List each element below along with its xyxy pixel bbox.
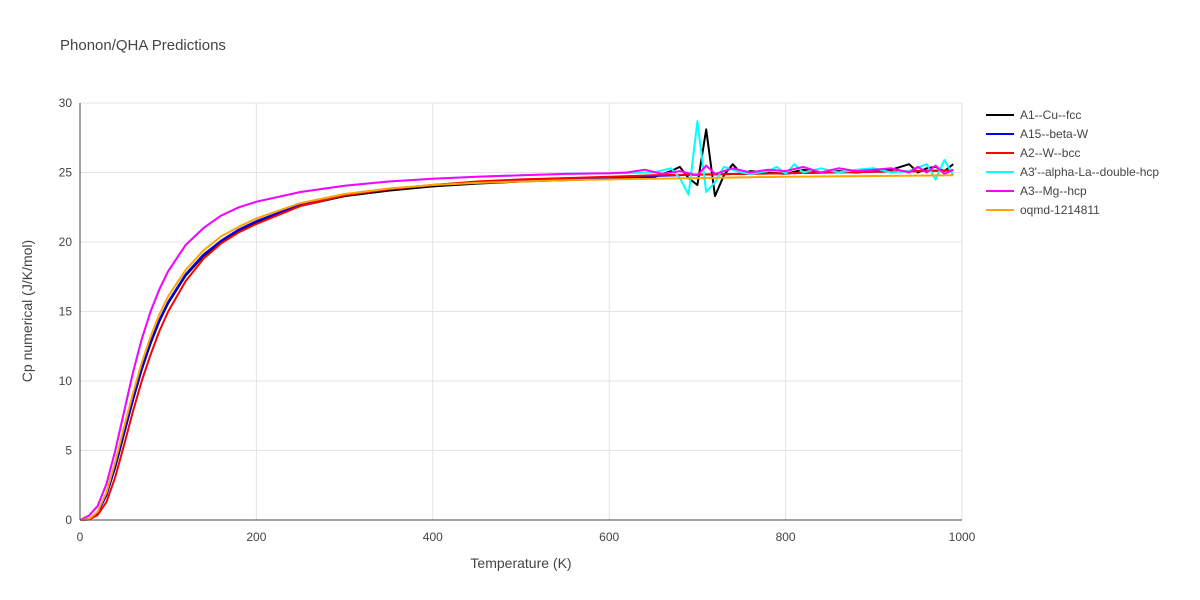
- legend-item[interactable]: A15--beta-W: [986, 127, 1089, 141]
- legend-label: A3--Mg--hcp: [1020, 184, 1087, 198]
- chart-title: Phonon/QHA Predictions: [60, 37, 226, 54]
- y-tick-label: 30: [59, 96, 73, 110]
- legend-item[interactable]: A1--Cu--fcc: [986, 108, 1081, 122]
- y-tick-label: 25: [59, 166, 73, 180]
- legend-item[interactable]: A2--W--bcc: [986, 146, 1080, 160]
- y-axis-title: Cp numerical (J/K/mol): [19, 240, 35, 382]
- series-line-2: [79, 169, 954, 521]
- x-tick-label: 800: [776, 530, 796, 544]
- legend-item[interactable]: A3--Mg--hcp: [986, 184, 1087, 198]
- y-tick-label: 20: [59, 235, 73, 249]
- x-axis-title: Temperature (K): [470, 555, 571, 571]
- y-tick-label: 15: [59, 305, 73, 319]
- x-tick-label: 400: [423, 530, 443, 544]
- plot-area: [79, 120, 955, 521]
- legend-label: A1--Cu--fcc: [1020, 108, 1081, 122]
- legend-label: A3'--alpha-La--double-hcp: [1020, 165, 1159, 179]
- grid: [80, 102, 963, 520]
- x-tick-label: 600: [599, 530, 619, 544]
- legend-item[interactable]: A3'--alpha-La--double-hcp: [986, 165, 1159, 179]
- series-line-0: [79, 128, 954, 521]
- y-tick-label: 10: [59, 374, 73, 388]
- axes: 0 200 400 600 800 1000 0 5 10 15 20 25 30: [59, 96, 976, 544]
- series-line-4: [79, 164, 954, 521]
- legend-label: A15--beta-W: [1020, 127, 1089, 141]
- legend[interactable]: A1--Cu--fcc A15--beta-W A2--W--bcc A3'--alp…: [986, 108, 1159, 217]
- x-tick-label: 0: [77, 530, 84, 544]
- legend-label: oqmd-1214811: [1020, 203, 1100, 217]
- x-tick-label: 1000: [949, 530, 976, 544]
- y-tick-label: 5: [65, 444, 72, 458]
- x-tick-label: 200: [246, 530, 266, 544]
- legend-label: A2--W--bcc: [1020, 146, 1080, 160]
- y-tick-label: 0: [65, 513, 72, 527]
- legend-item[interactable]: oqmd-1214811: [986, 203, 1100, 217]
- series-line-5: [79, 174, 954, 521]
